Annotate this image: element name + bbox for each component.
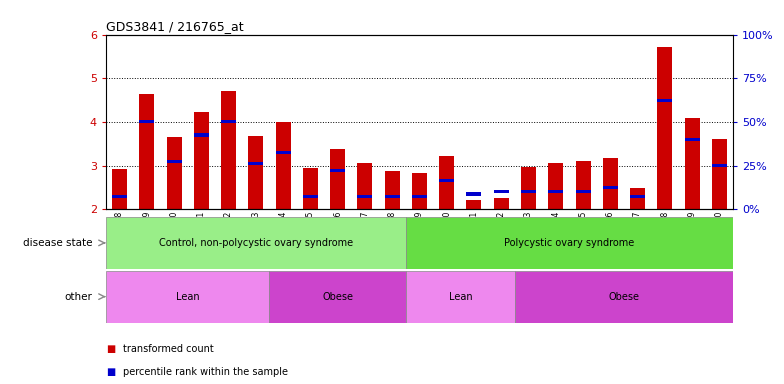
Bar (249, 136, 263, 209)
Bar (712, 164, 727, 167)
Bar (112, 169, 127, 209)
Bar (330, 149, 345, 209)
Bar (303, 195, 318, 198)
Bar (270, 271, 406, 323)
Bar (412, 195, 427, 198)
Bar (358, 162, 372, 209)
Text: ■: ■ (106, 367, 115, 377)
Bar (521, 190, 536, 193)
Bar (657, 99, 673, 102)
Bar (303, 168, 318, 209)
Text: Lean: Lean (448, 291, 472, 302)
Text: Polycystic ovary syndrome: Polycystic ovary syndrome (504, 238, 634, 248)
Bar (712, 139, 727, 209)
Text: Obese: Obese (608, 291, 640, 302)
Bar (439, 179, 454, 182)
Bar (276, 122, 291, 209)
Bar (575, 190, 590, 193)
Bar (249, 162, 263, 165)
Bar (194, 134, 209, 137)
Text: transformed count: transformed count (123, 344, 214, 354)
Bar (412, 173, 427, 209)
Bar (194, 112, 209, 209)
Bar (221, 121, 236, 123)
Bar (515, 271, 733, 323)
Bar (630, 188, 645, 209)
Bar (684, 118, 699, 209)
Bar (466, 192, 481, 195)
Text: Control, non-polycystic ovary syndrome: Control, non-polycystic ovary syndrome (159, 238, 353, 248)
Bar (140, 94, 154, 209)
Text: disease state: disease state (23, 238, 93, 248)
Text: percentile rank within the sample: percentile rank within the sample (123, 367, 288, 377)
Text: Lean: Lean (176, 291, 199, 302)
Bar (166, 160, 182, 163)
Bar (385, 195, 400, 198)
Bar (548, 164, 563, 209)
Bar (494, 190, 509, 193)
Bar (106, 271, 270, 323)
Text: other: other (64, 291, 93, 302)
Bar (106, 217, 406, 269)
Bar (140, 121, 154, 123)
Bar (521, 167, 536, 209)
Text: GDS3841 / 216765_at: GDS3841 / 216765_at (106, 20, 244, 33)
Bar (330, 169, 345, 172)
Bar (406, 271, 515, 323)
Bar (466, 200, 481, 209)
Bar (630, 195, 645, 198)
Bar (603, 158, 618, 209)
Bar (548, 190, 563, 193)
Text: Obese: Obese (322, 291, 353, 302)
Bar (358, 195, 372, 198)
Bar (276, 151, 291, 154)
Bar (221, 91, 236, 209)
Bar (603, 186, 618, 189)
Text: ■: ■ (106, 344, 115, 354)
Bar (112, 195, 127, 198)
Bar (385, 171, 400, 209)
Bar (684, 138, 699, 141)
Bar (657, 47, 673, 209)
Bar (406, 217, 733, 269)
Bar (494, 199, 509, 209)
Bar (166, 137, 182, 209)
Bar (575, 161, 590, 209)
Bar (439, 156, 454, 209)
